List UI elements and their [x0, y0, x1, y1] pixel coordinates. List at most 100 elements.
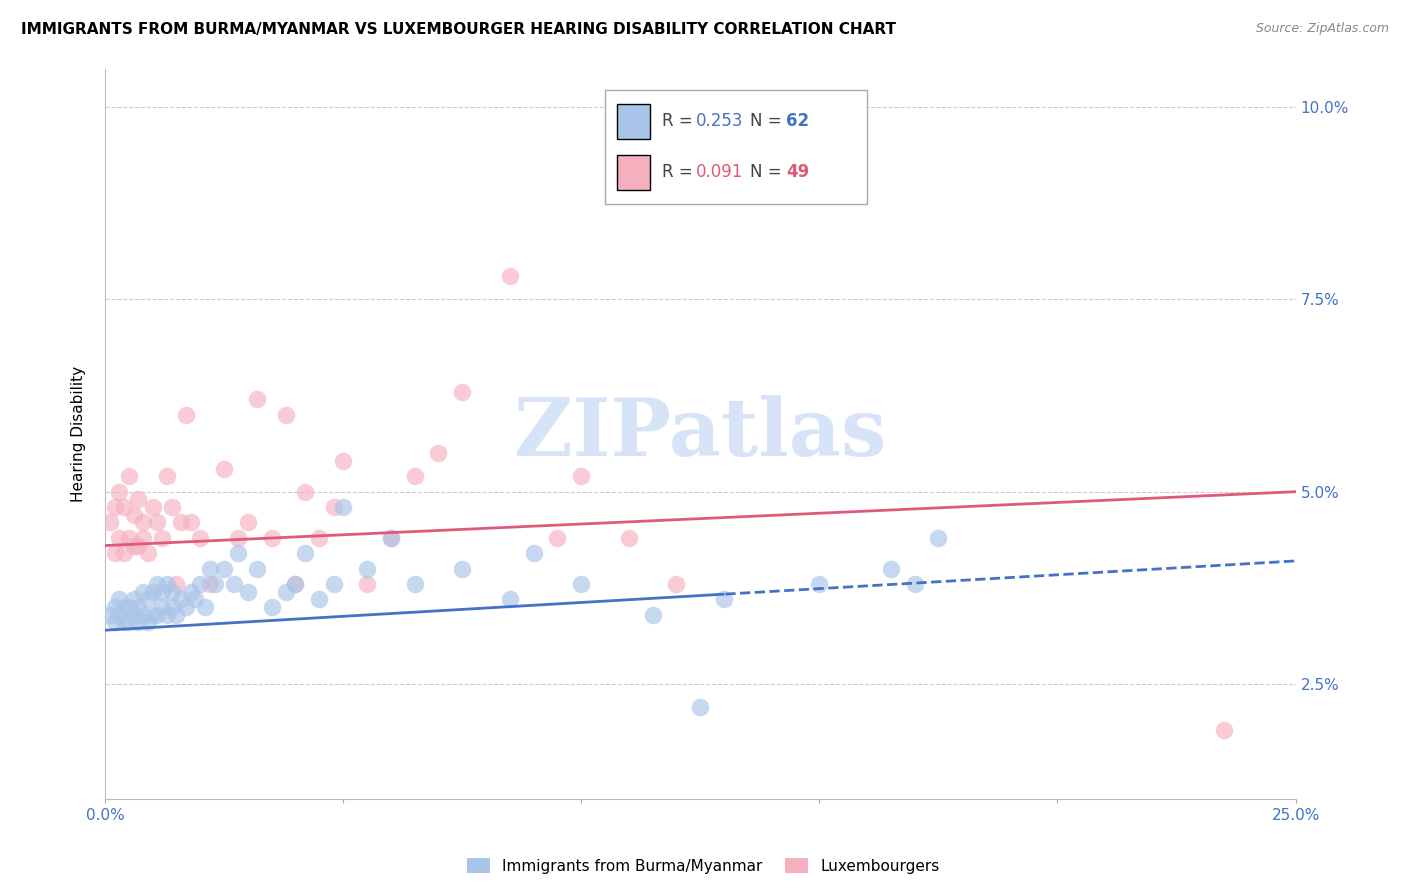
- Point: [118, 600, 141, 615]
- Point: [188, 577, 211, 591]
- Point: [308, 592, 330, 607]
- Point: [308, 531, 330, 545]
- Point: [156, 607, 179, 622]
- Point: [180, 516, 202, 530]
- Point: [122, 508, 145, 522]
- Point: [332, 500, 354, 514]
- Point: [108, 607, 131, 622]
- Point: [103, 500, 125, 514]
- Point: [427, 446, 450, 460]
- Point: [132, 607, 155, 622]
- Point: [103, 600, 125, 615]
- Point: [132, 584, 155, 599]
- Text: 0.091: 0.091: [696, 163, 742, 181]
- Point: [641, 607, 664, 622]
- Point: [132, 516, 155, 530]
- Point: [222, 577, 245, 591]
- Point: [112, 615, 135, 630]
- Point: [808, 577, 831, 591]
- Point: [903, 577, 925, 591]
- Point: [165, 577, 187, 591]
- Point: [118, 615, 141, 630]
- Point: [180, 584, 202, 599]
- Point: [122, 539, 145, 553]
- Point: [127, 615, 149, 630]
- Point: [146, 607, 169, 622]
- Point: [569, 469, 592, 483]
- Point: [322, 577, 344, 591]
- Point: [274, 408, 297, 422]
- Text: N =: N =: [751, 163, 787, 181]
- Point: [118, 469, 141, 483]
- Point: [156, 469, 179, 483]
- Point: [170, 516, 193, 530]
- Point: [228, 546, 250, 560]
- Point: [122, 592, 145, 607]
- FancyBboxPatch shape: [617, 103, 651, 138]
- Point: [142, 584, 165, 599]
- Point: [204, 577, 226, 591]
- Point: [118, 531, 141, 545]
- Point: [160, 600, 183, 615]
- Point: [98, 516, 121, 530]
- Point: [127, 600, 149, 615]
- Point: [228, 531, 250, 545]
- Point: [322, 500, 344, 514]
- Point: [294, 546, 316, 560]
- Point: [713, 592, 735, 607]
- Point: [160, 584, 183, 599]
- FancyBboxPatch shape: [617, 155, 651, 190]
- Point: [212, 561, 235, 575]
- Point: [188, 531, 211, 545]
- Point: [127, 492, 149, 507]
- Point: [150, 584, 173, 599]
- Point: [499, 269, 522, 284]
- Point: [146, 577, 169, 591]
- Point: [356, 577, 378, 591]
- Point: [103, 615, 125, 630]
- Point: [146, 516, 169, 530]
- Text: 0.253: 0.253: [696, 112, 742, 130]
- Point: [665, 577, 688, 591]
- Point: [184, 592, 207, 607]
- Point: [689, 700, 711, 714]
- Point: [404, 577, 426, 591]
- Text: ZIPatlas: ZIPatlas: [515, 395, 886, 473]
- FancyBboxPatch shape: [605, 90, 868, 203]
- Point: [236, 584, 259, 599]
- Point: [112, 500, 135, 514]
- Point: [198, 561, 221, 575]
- Point: [122, 607, 145, 622]
- Point: [98, 607, 121, 622]
- Point: [294, 484, 316, 499]
- Point: [523, 546, 546, 560]
- Point: [112, 546, 135, 560]
- Point: [136, 615, 159, 630]
- Point: [617, 531, 640, 545]
- Text: IMMIGRANTS FROM BURMA/MYANMAR VS LUXEMBOURGER HEARING DISABILITY CORRELATION CHA: IMMIGRANTS FROM BURMA/MYANMAR VS LUXEMBO…: [21, 22, 896, 37]
- Point: [142, 500, 165, 514]
- Point: [236, 516, 259, 530]
- Point: [112, 600, 135, 615]
- Point: [569, 577, 592, 591]
- Point: [156, 577, 179, 591]
- Point: [274, 584, 297, 599]
- Point: [212, 461, 235, 475]
- Point: [332, 454, 354, 468]
- Point: [174, 408, 197, 422]
- Point: [380, 531, 402, 545]
- Point: [260, 531, 283, 545]
- Point: [170, 592, 193, 607]
- Point: [451, 384, 474, 399]
- Point: [546, 531, 568, 545]
- Point: [356, 561, 378, 575]
- Point: [136, 546, 159, 560]
- Point: [260, 600, 283, 615]
- Point: [404, 469, 426, 483]
- Point: [880, 561, 903, 575]
- Point: [284, 577, 307, 591]
- Point: [160, 500, 183, 514]
- Point: [150, 600, 173, 615]
- Text: N =: N =: [751, 112, 787, 130]
- Point: [103, 546, 125, 560]
